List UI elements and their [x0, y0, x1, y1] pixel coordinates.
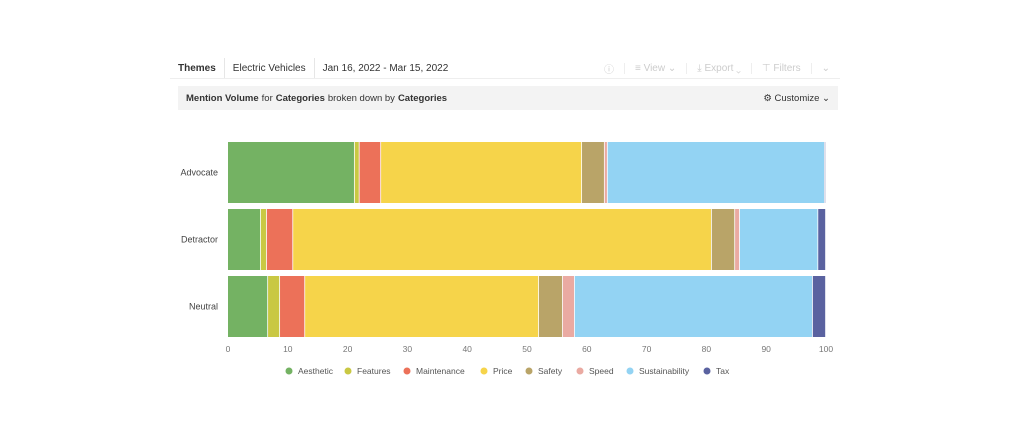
bar-segment[interactable]	[818, 209, 826, 270]
bar-segment[interactable]	[582, 142, 604, 203]
bar-segment[interactable]	[268, 276, 280, 337]
legend-label[interactable]: Speed	[589, 366, 614, 376]
chart-header: Mention Volume for Categories broken dow…	[178, 86, 838, 110]
bar-segment[interactable]	[354, 142, 359, 203]
x-tick-label: 60	[582, 344, 592, 354]
bar-segment[interactable]	[228, 142, 354, 203]
legend-marker	[626, 367, 634, 375]
x-tick-label: 30	[403, 344, 413, 354]
breakdown-label: Categories	[397, 92, 448, 104]
x-tick-label: 20	[343, 344, 353, 354]
filters-button[interactable]: ⊤ Filters	[750, 62, 811, 74]
text-for: for	[261, 92, 273, 104]
bar-segment[interactable]	[359, 142, 381, 203]
text-broken-down: broken down by	[327, 92, 395, 104]
bar-segment[interactable]	[305, 276, 539, 337]
bar-segment[interactable]	[228, 209, 261, 270]
bar-segment[interactable]	[260, 209, 267, 270]
info-icon[interactable]: ⓘ	[603, 64, 614, 76]
x-tick-label: 10	[283, 344, 293, 354]
bar-segment[interactable]	[711, 209, 735, 270]
legend-label[interactable]: Sustainability	[639, 366, 690, 376]
bar-segment[interactable]	[607, 142, 825, 203]
export-button[interactable]: ⤓ Export ⌄	[686, 62, 751, 74]
bar-segment[interactable]	[604, 142, 607, 203]
legend-marker	[403, 367, 411, 375]
x-tick-label: 100	[819, 344, 833, 354]
x-tick-label: 90	[761, 344, 771, 354]
legend-label[interactable]: Maintenance	[416, 366, 465, 376]
customize-button[interactable]: ⚙ Customize ⌄	[763, 92, 830, 104]
category-label: Advocate	[180, 168, 218, 178]
legend-label[interactable]: Safety	[538, 366, 563, 376]
view-button[interactable]: ≡ View ⌄	[623, 62, 686, 74]
toolbar: Themes Electric Vehicles Jan 16, 2022 - …	[170, 58, 840, 79]
legend-marker	[285, 367, 293, 375]
x-tick-label: 70	[642, 344, 652, 354]
bar-segment[interactable]	[280, 276, 305, 337]
bar-segment[interactable]	[812, 276, 826, 337]
legend-marker	[703, 367, 711, 375]
legend-marker	[576, 367, 584, 375]
legend-marker	[525, 367, 533, 375]
bar-segment[interactable]	[293, 209, 711, 270]
project-selector[interactable]: Electric Vehicles	[225, 58, 315, 78]
x-tick-label: 80	[702, 344, 712, 354]
bar-segment[interactable]	[562, 276, 575, 337]
bar-segment[interactable]	[228, 276, 268, 337]
category-label: Detractor	[181, 235, 218, 245]
legend-label[interactable]: Price	[493, 366, 513, 376]
legend-label[interactable]: Features	[357, 366, 391, 376]
bar-segment[interactable]	[735, 209, 740, 270]
legend-marker	[480, 367, 488, 375]
bar-segment[interactable]	[381, 142, 582, 203]
more-chevron-icon[interactable]: ⌄	[810, 62, 840, 74]
legend-label[interactable]: Aesthetic	[298, 366, 334, 376]
bar-segment[interactable]	[538, 276, 563, 337]
x-tick-label: 40	[462, 344, 472, 354]
bar-segment[interactable]	[266, 209, 293, 270]
category-label: Neutral	[189, 302, 218, 312]
bar-segment[interactable]	[574, 276, 813, 337]
legend-marker	[344, 367, 352, 375]
tab-themes[interactable]: Themes	[170, 58, 225, 78]
metric-label: Mention Volume	[186, 92, 259, 104]
legend-label[interactable]: Tax	[716, 366, 730, 376]
x-tick-label: 0	[226, 344, 231, 354]
bar-segment[interactable]	[739, 209, 818, 270]
category-label: Categories	[275, 92, 325, 104]
date-range[interactable]: Jan 16, 2022 - Mar 15, 2022	[322, 62, 449, 74]
x-tick-label: 50	[522, 344, 532, 354]
